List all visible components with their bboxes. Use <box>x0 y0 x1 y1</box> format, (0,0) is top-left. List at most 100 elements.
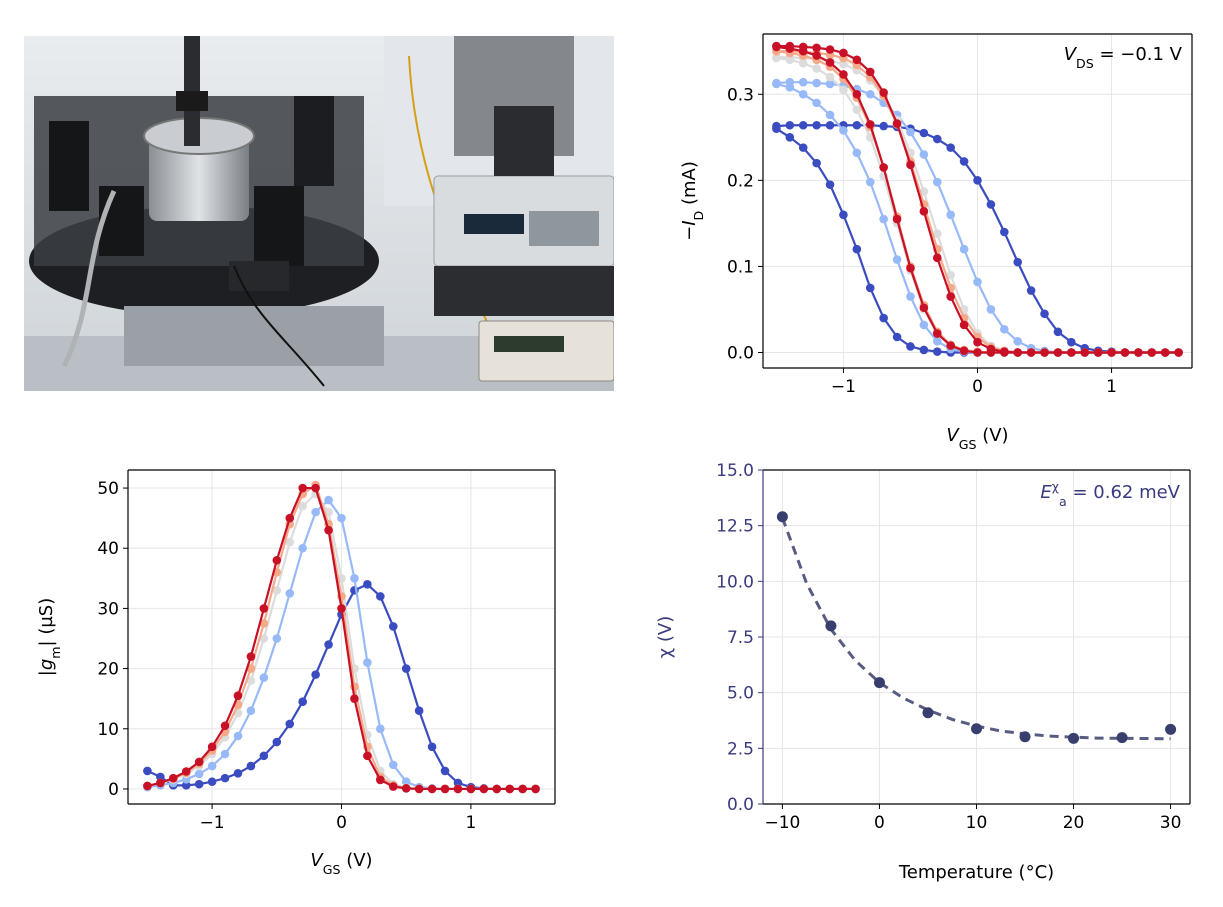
data-point <box>812 120 821 130</box>
data-point <box>246 761 256 771</box>
data-point <box>946 270 955 280</box>
y-tick-label: 20 <box>97 660 119 680</box>
data-point <box>812 43 821 53</box>
data-point <box>427 742 437 752</box>
data-point <box>337 513 346 523</box>
x-tick-label: 0 <box>972 377 983 397</box>
data-point <box>1147 348 1157 357</box>
data-point <box>1120 348 1130 357</box>
data-point <box>350 694 359 703</box>
data-point <box>812 51 821 60</box>
data-point <box>259 604 269 613</box>
data-point <box>194 757 204 767</box>
data-point <box>453 778 463 788</box>
data-point <box>959 320 969 330</box>
data-point <box>324 525 333 535</box>
y-tick-label: 0.0 <box>727 344 754 364</box>
hysteresis-vs-temperature-chart: −10 0 10 20 30 0.0 2.5 5.0 7.5 10.0 12.5 15.0 Eχa = … <box>655 461 1191 883</box>
y-tick-label: 12.5 <box>716 517 754 537</box>
data-point <box>839 210 848 220</box>
x-tick-label: 1 <box>1106 377 1117 397</box>
data-point <box>839 126 848 135</box>
data-point <box>207 742 217 752</box>
data-point <box>531 784 540 794</box>
data-point <box>272 555 282 565</box>
data-point <box>401 784 411 793</box>
data-point <box>220 749 230 759</box>
data-point <box>798 58 808 68</box>
data-point <box>181 767 191 776</box>
x-tick-label: 0 <box>874 813 885 833</box>
micromanipulator <box>49 121 89 211</box>
data-point <box>852 120 862 130</box>
data-point <box>932 177 942 187</box>
data-point <box>298 501 307 511</box>
data-point <box>825 120 835 130</box>
data-point <box>376 775 385 785</box>
data-point <box>285 589 295 598</box>
data-point <box>1013 337 1023 346</box>
data-point <box>971 723 982 735</box>
data-point <box>1019 731 1031 743</box>
x-axis-label: VGS (V) <box>946 425 1008 452</box>
data-point <box>272 586 282 595</box>
x-axis-label: Temperature (°C) <box>898 862 1054 883</box>
data-point <box>865 283 875 293</box>
data-point <box>311 507 320 517</box>
lab-setup-photo <box>24 36 614 391</box>
data-point <box>932 253 942 263</box>
data-point <box>879 88 888 97</box>
data-point <box>825 79 835 89</box>
data-point <box>879 214 888 224</box>
data-point <box>401 777 411 787</box>
data-point <box>272 737 282 747</box>
data-point <box>194 769 204 779</box>
data-point <box>1000 324 1009 334</box>
data-point <box>233 691 243 700</box>
data-point <box>879 121 888 131</box>
data-point <box>865 67 875 77</box>
data-point <box>892 255 902 264</box>
data-point <box>852 148 862 158</box>
data-point <box>156 772 165 782</box>
data-point <box>388 782 398 791</box>
data-point <box>959 157 969 166</box>
data-point <box>812 158 821 168</box>
data-point <box>839 59 848 69</box>
data-point <box>298 543 307 553</box>
data-point <box>852 89 862 99</box>
data-point <box>492 784 502 794</box>
data-point <box>973 337 982 347</box>
data-point <box>946 143 955 152</box>
data-point <box>285 719 295 729</box>
data-point <box>233 731 243 741</box>
x-tick-label: −1 <box>200 813 225 833</box>
data-point <box>1134 348 1143 357</box>
y-tick-label: 0.0 <box>727 795 754 815</box>
data-point <box>1013 257 1023 267</box>
data-point <box>363 658 372 667</box>
data-point <box>246 652 256 661</box>
data-point <box>865 177 875 187</box>
data-point <box>479 784 489 794</box>
data-point <box>772 79 781 89</box>
data-point <box>798 46 808 56</box>
data-point <box>798 89 808 99</box>
data-point <box>376 724 385 734</box>
data-point <box>143 766 152 776</box>
vds-annotation: VDS = −0.1 V <box>1064 44 1183 71</box>
data-point <box>906 127 915 137</box>
y-tick-label: 10.0 <box>716 572 754 592</box>
data-point <box>812 78 821 88</box>
data-point <box>873 677 885 689</box>
data-point <box>839 70 848 79</box>
data-point <box>825 72 835 82</box>
data-point <box>932 134 942 144</box>
data-point <box>959 244 969 254</box>
data-point <box>220 721 230 731</box>
data-point <box>376 592 385 601</box>
x-tick-label: 1 <box>465 813 476 833</box>
data-point <box>1053 348 1063 357</box>
data-point <box>285 513 295 523</box>
